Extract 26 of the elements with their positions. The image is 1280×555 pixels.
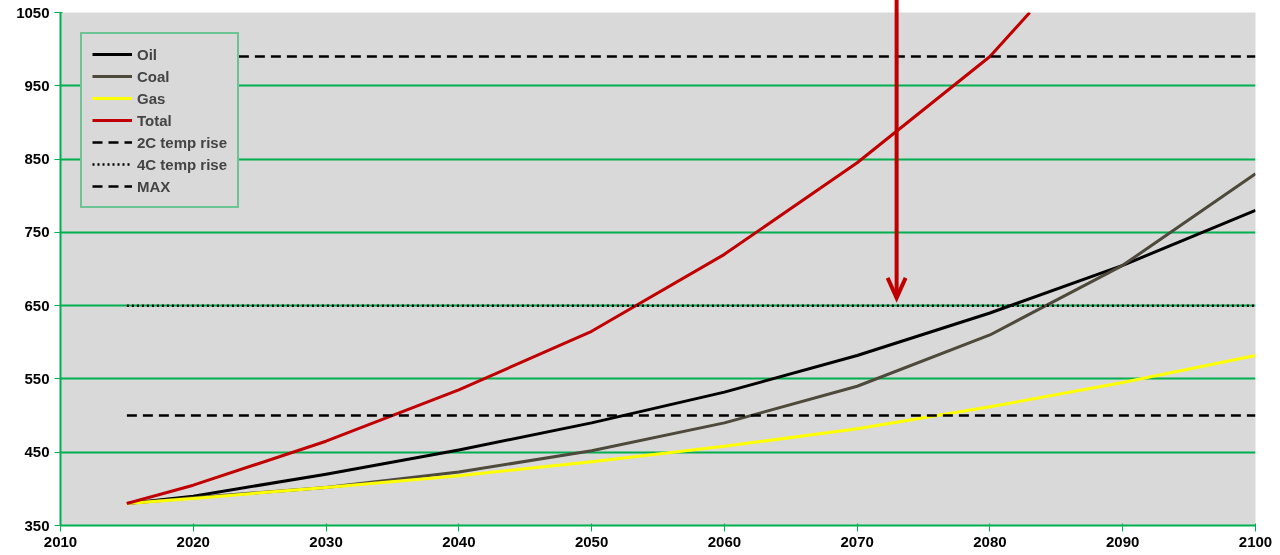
legend-label: Oil (137, 44, 158, 64)
x-tick-label: 2010 (43, 532, 78, 550)
y-tick-label: 950 (24, 76, 50, 94)
legend-label: Coal (137, 66, 170, 86)
x-tick-label: 2040 (442, 532, 476, 550)
x-tick-label: 2020 (176, 532, 210, 550)
y-tick-label: 650 (24, 296, 50, 314)
legend-label: 4C temp rise (137, 154, 228, 174)
y-tick-label: 450 (24, 443, 50, 461)
x-tick-label: 2090 (1106, 532, 1140, 550)
x-tick-label: 2060 (707, 532, 742, 550)
legend-label: Gas (137, 88, 166, 108)
legend-label: Total (137, 110, 172, 130)
x-tick-label: 2080 (973, 532, 1007, 550)
y-tick-label: 850 (24, 150, 50, 168)
y-tick-label: 350 (24, 516, 50, 534)
x-tick-label: 2100 (1238, 532, 1273, 550)
y-tick-label: 750 (24, 223, 50, 241)
x-tick-label: 2070 (840, 532, 874, 550)
legend-label: 2C temp rise (137, 132, 228, 152)
line-series (125, 12, 1032, 506)
legend-label: MAX (137, 176, 171, 196)
y-tick-label: 1050 (16, 3, 50, 21)
y-tick-label: 550 (24, 369, 50, 387)
x-tick-label: 2030 (309, 532, 343, 550)
x-tick-label: 2050 (574, 532, 609, 550)
